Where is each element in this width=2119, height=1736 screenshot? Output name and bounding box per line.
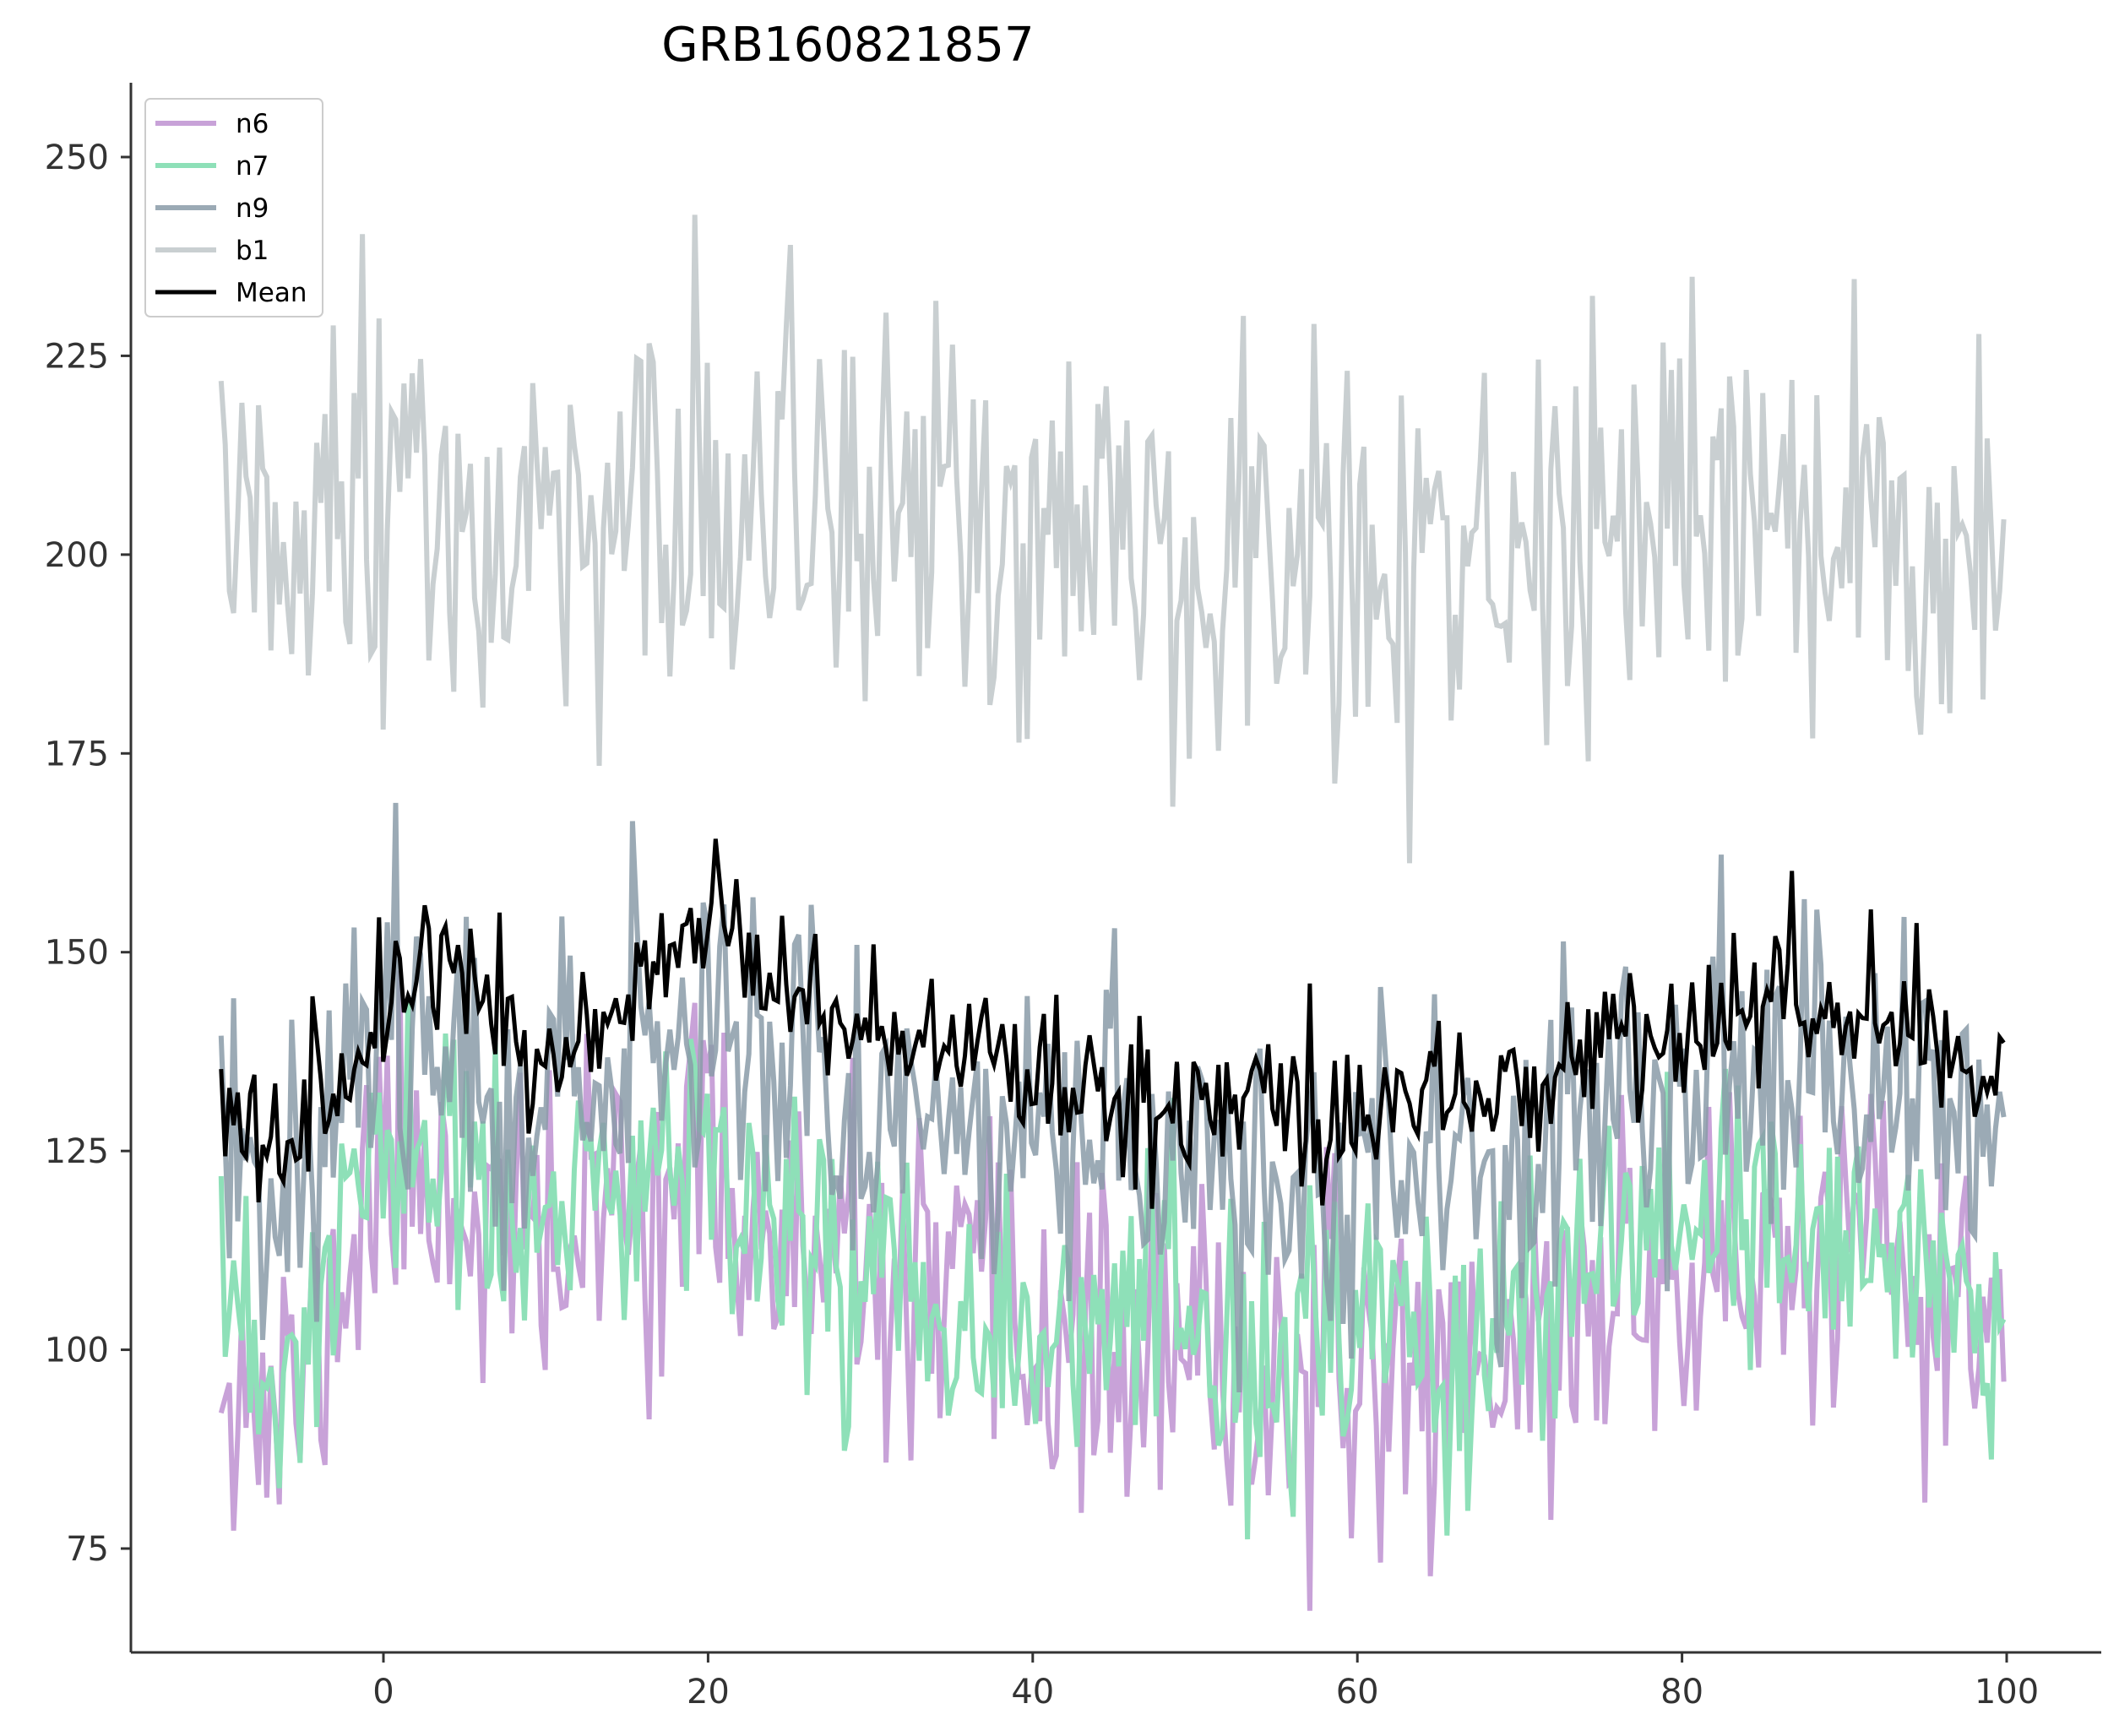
x-tick-label: 40: [1011, 1673, 1054, 1712]
x-tick-label: 0: [372, 1673, 394, 1712]
y-tick-label: 100: [45, 1332, 109, 1370]
y-tick-label: 125: [45, 1132, 109, 1171]
legend-label-n9: n9: [236, 193, 269, 224]
y-tick-label: 150: [45, 934, 109, 973]
legend: n6 n7 n9 b1 Mean: [144, 98, 323, 317]
series-line-b1: [218, 214, 2007, 864]
x-tick-label: 20: [687, 1673, 730, 1712]
series-line-mean: [219, 838, 2006, 1209]
x-tick-label: 100: [1975, 1673, 2039, 1712]
y-tick-label: 175: [45, 735, 109, 773]
series-line-n9: [218, 802, 2007, 1392]
y-tick-label: 75: [66, 1530, 109, 1569]
legend-label-n6: n6: [236, 109, 269, 139]
legend-label-mean: Mean: [236, 278, 307, 308]
y-tick-label: 250: [45, 138, 109, 177]
y-tick-label: 200: [45, 536, 109, 575]
legend-box: [144, 98, 323, 317]
plot-area: [218, 214, 2007, 1611]
legend-label-b1: b1: [236, 236, 269, 266]
axes: [129, 83, 2101, 1654]
legend-label-n7: n7: [236, 151, 269, 182]
x-tick-label: 80: [1660, 1673, 1703, 1712]
series-line-n7: [218, 997, 2007, 1540]
y-tick-label: 225: [45, 337, 109, 376]
chart-title: GRB160821857: [661, 18, 1034, 73]
x-tick-label: 60: [1336, 1673, 1379, 1712]
ticks: 0 20 40 60 80 100 75 100 125 150 175 200 225 250: [45, 138, 2040, 1712]
